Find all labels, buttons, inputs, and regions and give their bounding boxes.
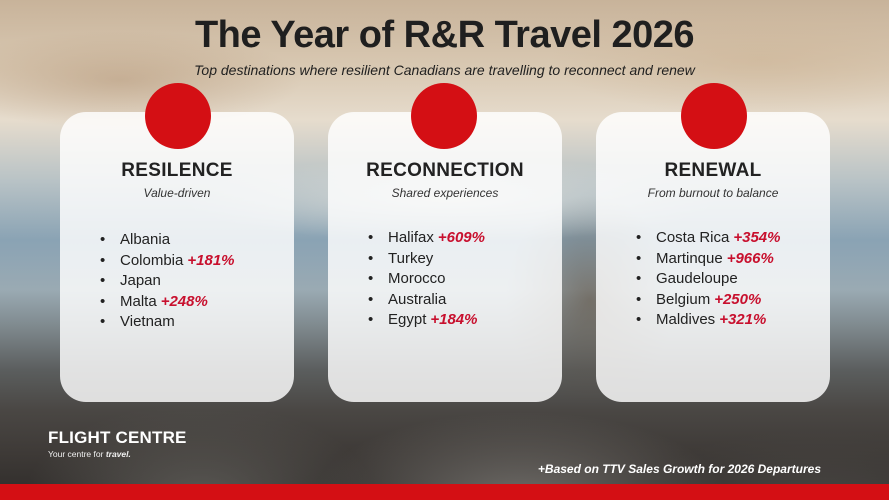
list-item: Australia <box>368 290 485 311</box>
red-circle-icon <box>411 83 477 149</box>
list-item: Halifax+609% <box>368 228 485 249</box>
red-circle-icon <box>145 83 211 149</box>
growth-value: +250% <box>714 290 762 308</box>
growth-value: +966% <box>726 249 774 267</box>
list-item: Vietnam <box>100 312 235 333</box>
destination-name: Colombia <box>120 251 184 269</box>
destination-name: Costa Rica <box>656 229 730 246</box>
list-item: Gaudeloupe <box>636 269 780 290</box>
card-resilence: RESILENCE Value-driven Albania Colombia+… <box>60 112 294 402</box>
growth-value: +184% <box>430 311 478 328</box>
destination-name: Turkey <box>388 249 434 267</box>
growth-value: +609% <box>437 229 485 246</box>
brand-name: FLIGHT CENTRE <box>48 428 187 447</box>
tagline-emphasis: travel. <box>105 449 131 459</box>
flight-centre-logo: FLIGHT CENTRE Your centre for travel. <box>48 428 187 459</box>
list-item: Malta+248% <box>100 292 235 313</box>
brand-tagline: Your centre for travel. <box>48 449 187 459</box>
destination-name: Gaudeloupe <box>656 270 738 287</box>
card-subheading: Shared experiences <box>391 186 499 200</box>
destination-name: Japan <box>120 272 161 289</box>
list-item: Martinque+966% <box>636 249 780 270</box>
growth-value: +354% <box>733 229 781 246</box>
tagline-prefix: Your centre for <box>48 449 106 459</box>
list-item: Albania <box>100 230 235 251</box>
destination-list: Albania Colombia+181% Japan Malta+248% V… <box>100 230 235 333</box>
destination-name: Halifax <box>388 229 434 246</box>
list-item: Turkey <box>368 249 485 270</box>
destination-name: Albania <box>120 231 171 248</box>
destination-name: Malta <box>120 292 157 310</box>
list-item: Egypt+184% <box>368 310 485 331</box>
card-subheading: From burnout to balance <box>647 186 779 200</box>
destination-name: Martinque <box>656 249 723 267</box>
destination-name: Belgium <box>656 290 711 308</box>
destination-name: Vietnam <box>120 313 175 330</box>
destination-name: Morocco <box>388 270 446 287</box>
growth-value: +248% <box>160 292 208 310</box>
destination-name: Maldives <box>656 311 716 328</box>
destination-list: Costa Rica+354% Martinque+966% Gaudeloup… <box>636 228 780 331</box>
growth-value: +321% <box>719 311 767 328</box>
card-reconnection: RECONNECTION Shared experiences Halifax+… <box>328 112 562 402</box>
destination-name: Australia <box>388 290 447 308</box>
card-renewal: RENEWAL From burnout to balance Costa Ri… <box>596 112 830 402</box>
list-item: Japan <box>100 271 235 292</box>
list-item: Morocco <box>368 269 485 290</box>
page-subtitle: Top destinations where resilient Canadia… <box>194 62 695 78</box>
destination-name: Egypt <box>388 311 427 328</box>
bottom-accent-bar <box>0 484 889 500</box>
red-circle-icon <box>681 83 747 149</box>
card-heading: RENEWAL <box>664 160 762 181</box>
list-item: Maldives+321% <box>636 310 780 331</box>
list-item: Costa Rica+354% <box>636 228 780 249</box>
destination-list: Halifax+609% Turkey Morocco Australia Eg… <box>368 228 485 331</box>
list-item: Belgium+250% <box>636 290 780 311</box>
card-heading: RESILENCE <box>121 160 233 181</box>
page-title: The Year of R&R Travel 2026 <box>194 14 695 56</box>
list-item: Colombia+181% <box>100 251 235 272</box>
card-heading: RECONNECTION <box>366 160 524 181</box>
growth-value: +181% <box>187 251 235 269</box>
card-subheading: Value-driven <box>143 186 211 200</box>
footnote: +Based on TTV Sales Growth for 2026 Depa… <box>537 462 821 476</box>
